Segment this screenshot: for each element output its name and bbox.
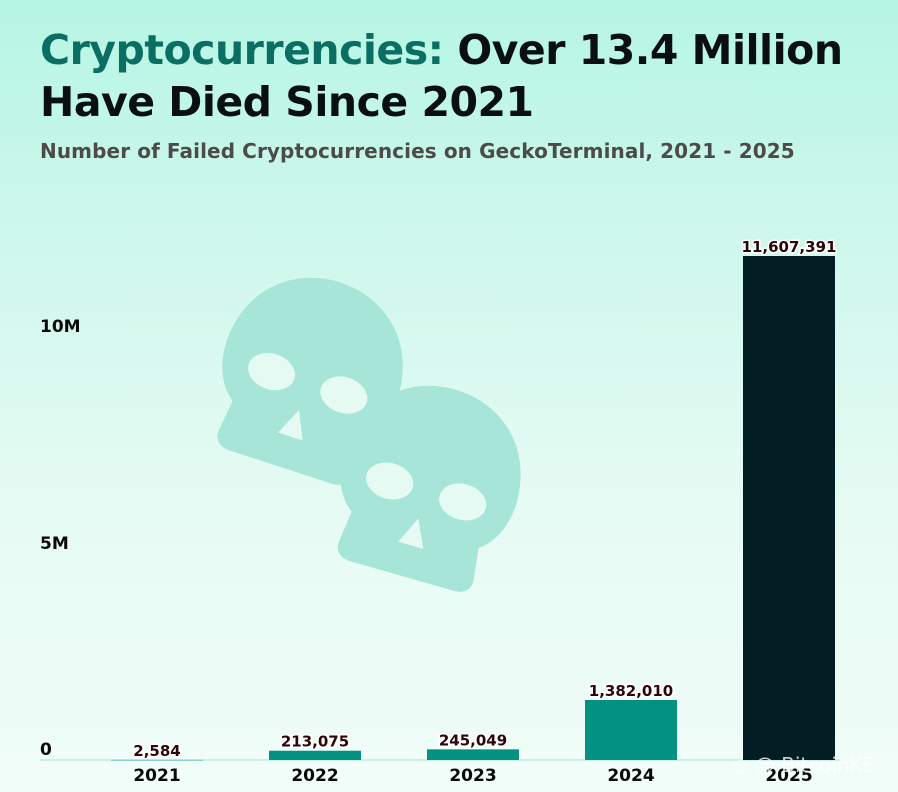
value-label: 11,607,391 <box>742 238 837 256</box>
bar-2023 <box>427 749 519 760</box>
bar-2021 <box>111 759 203 761</box>
watermark: ◇ @ BitcoinKE <box>733 753 876 777</box>
y-tick-label: 10M <box>40 317 81 337</box>
y-tick-label: 0 <box>40 740 52 760</box>
value-label: 1,382,010 <box>589 682 673 700</box>
bar-2024 <box>585 699 677 760</box>
x-tick-label: 2025 <box>765 766 812 786</box>
y-tick-label: 5M <box>40 534 69 554</box>
chart-title: Cryptocurrencies: Over 13.4 Million Have… <box>40 24 880 128</box>
bar-2022 <box>269 750 361 760</box>
skull-illustration-icon <box>217 277 521 592</box>
value-label: 213,075 <box>281 733 349 751</box>
value-label: 245,049 <box>439 731 507 749</box>
chart-title-accent: Cryptocurrencies: <box>40 26 444 74</box>
x-tick-label: 2023 <box>449 766 496 786</box>
x-tick-label: 2024 <box>607 766 654 786</box>
chart-title-rest: Over 13.4 Million Have Died Since 2021 <box>40 26 843 126</box>
value-label: 2,584 <box>133 742 180 760</box>
bar-2025 <box>743 256 835 760</box>
x-tick-label: 2021 <box>133 766 180 786</box>
x-tick-label: 2022 <box>291 766 338 786</box>
chart-marks: 0 5M 10M 2,584 2021 213,075 2022 245,049 2023 1,3… <box>40 237 840 786</box>
chart-subtitle: Number of Failed Cryptocurrencies on Gec… <box>40 139 795 163</box>
